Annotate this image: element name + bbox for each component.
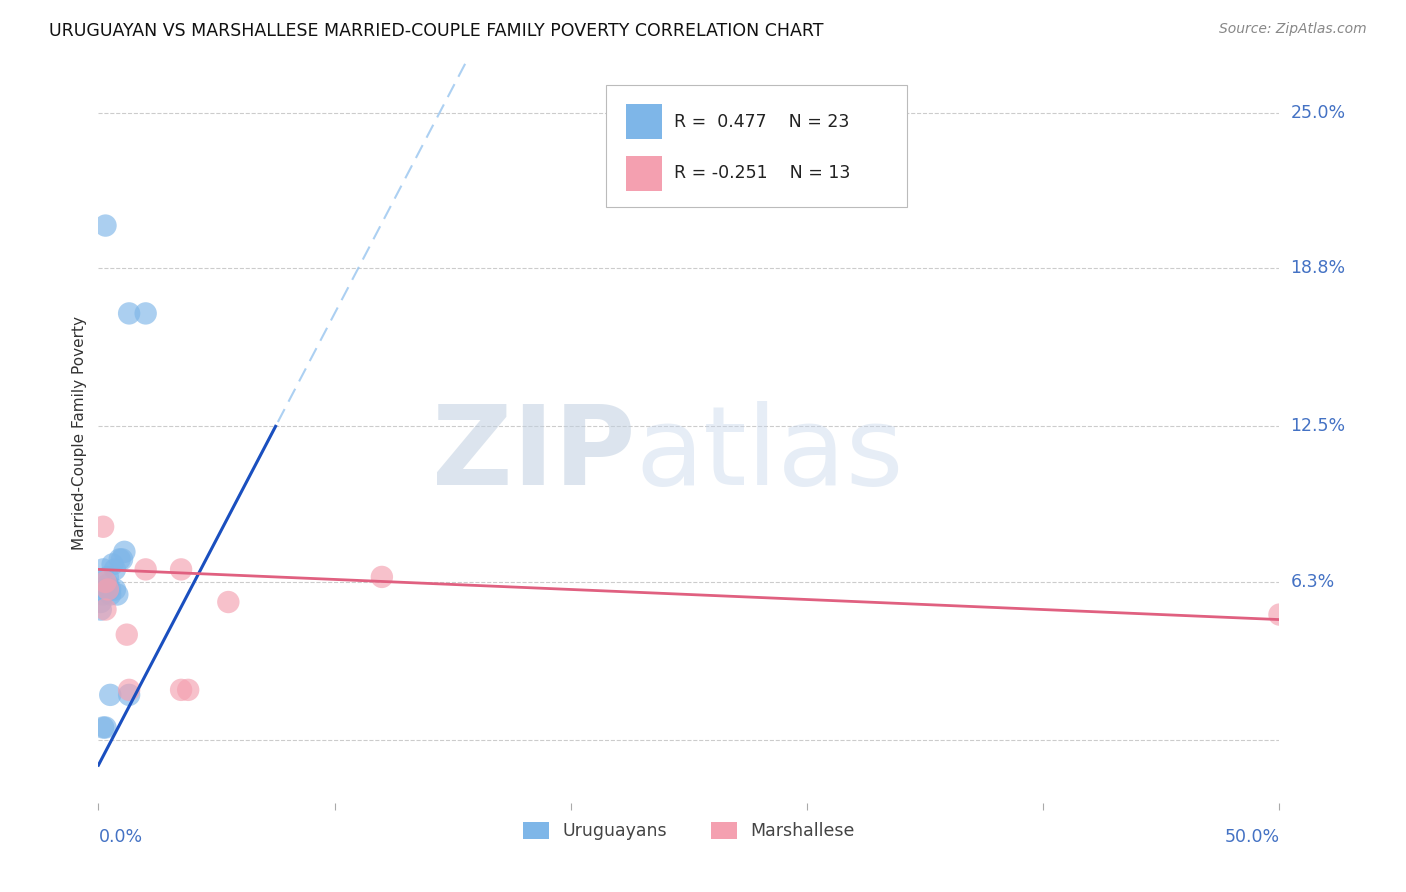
Text: 50.0%: 50.0% [1225, 828, 1279, 846]
Text: Source: ZipAtlas.com: Source: ZipAtlas.com [1219, 22, 1367, 37]
Text: 12.5%: 12.5% [1291, 417, 1346, 435]
Point [371, 570, 394, 584]
FancyBboxPatch shape [626, 156, 662, 191]
Point [170, 682, 193, 697]
Text: ZIP: ZIP [433, 401, 636, 508]
Point [94, 219, 117, 233]
Point [118, 682, 141, 697]
Text: URUGUAYAN VS MARSHALLESE MARRIED-COUPLE FAMILY POVERTY CORRELATION CHART: URUGUAYAN VS MARSHALLESE MARRIED-COUPLE … [49, 22, 824, 40]
Point [217, 595, 239, 609]
Y-axis label: Married-Couple Family Poverty: Married-Couple Family Poverty [72, 316, 87, 549]
Text: 6.3%: 6.3% [1291, 573, 1334, 591]
Point [170, 562, 193, 576]
Point [97, 570, 120, 584]
Point [1268, 607, 1291, 622]
Point [118, 306, 141, 320]
Point [112, 545, 135, 559]
Text: 0.0%: 0.0% [98, 828, 142, 846]
Point [91, 587, 114, 601]
Point [91, 562, 114, 576]
Legend: Uruguayans, Marshallese: Uruguayans, Marshallese [516, 815, 862, 847]
Text: atlas: atlas [636, 401, 904, 508]
Point [98, 688, 121, 702]
FancyBboxPatch shape [626, 103, 662, 139]
Point [91, 721, 114, 735]
Point [104, 562, 127, 576]
Point [94, 721, 117, 735]
Point [90, 595, 112, 609]
Point [94, 582, 117, 597]
Point [94, 574, 117, 589]
Point [101, 558, 124, 572]
Point [118, 688, 141, 702]
Point [135, 562, 157, 576]
Point [135, 306, 157, 320]
Point [104, 582, 127, 597]
Point [105, 587, 128, 601]
Point [94, 602, 117, 616]
Point [90, 602, 112, 616]
Text: R =  0.477    N = 23: R = 0.477 N = 23 [673, 112, 849, 130]
Text: 18.8%: 18.8% [1291, 260, 1346, 277]
FancyBboxPatch shape [606, 85, 907, 207]
Point [91, 520, 114, 534]
Point [111, 552, 134, 566]
Text: R = -0.251    N = 13: R = -0.251 N = 13 [673, 164, 851, 183]
Text: 25.0%: 25.0% [1291, 103, 1346, 121]
Point [97, 582, 120, 597]
Point [97, 577, 120, 591]
Point [98, 582, 121, 597]
Point [98, 587, 121, 601]
Point [177, 682, 200, 697]
Point [115, 627, 138, 641]
Point [108, 552, 131, 566]
